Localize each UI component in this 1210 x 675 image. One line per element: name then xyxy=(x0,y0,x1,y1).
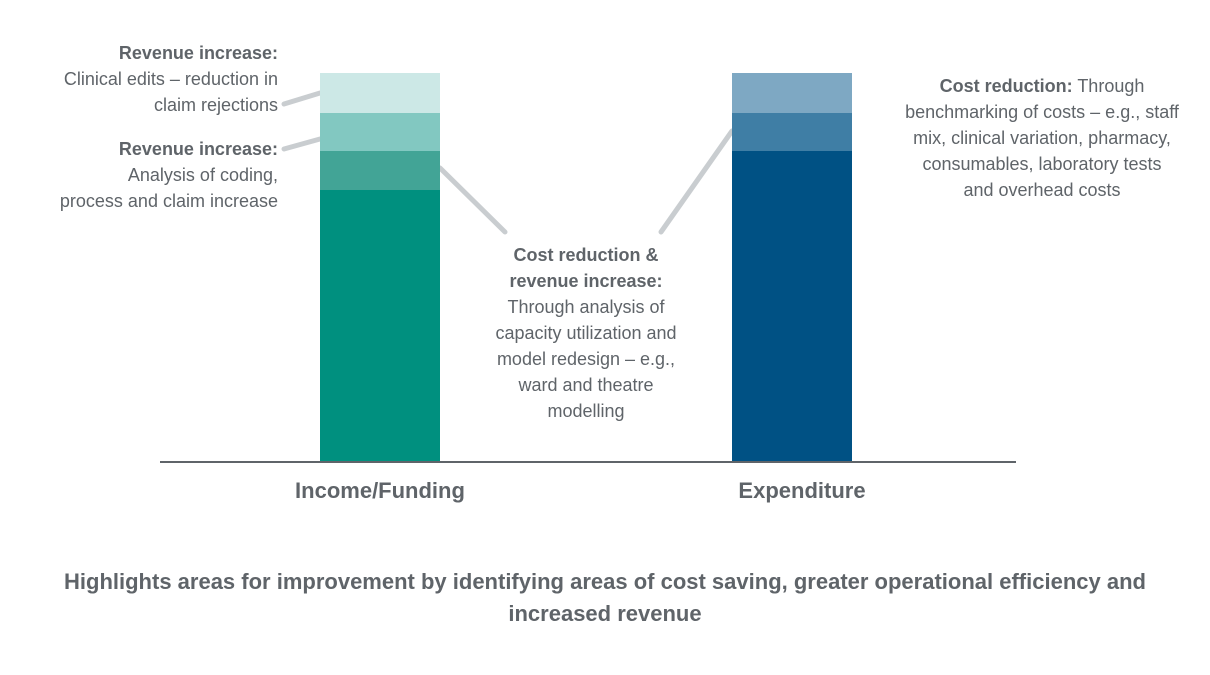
bar-income-funding xyxy=(320,73,440,461)
bar-segment xyxy=(732,73,852,113)
callout-line: benchmarking of costs – e.g., staff xyxy=(905,102,1179,122)
callout-line: capacity utilization and xyxy=(495,323,677,343)
callout-line: process and claim increase xyxy=(59,191,278,211)
callout-line: mix, clinical variation, pharmacy, xyxy=(913,128,1171,148)
callout-line: Analysis of coding, xyxy=(127,165,278,185)
callout-line: claim rejections xyxy=(153,95,278,115)
callout-heading: Revenue increase: xyxy=(118,43,278,63)
callout-revenue-coding: Revenue increase: Analysis of coding, pr… xyxy=(0,136,278,214)
connector-revenue-top xyxy=(281,90,323,107)
callout-first-line: Cost reduction: Through xyxy=(864,73,1210,99)
callout-line: modelling xyxy=(547,401,625,421)
bar-segment xyxy=(320,73,440,113)
callout-revenue-clinical-edits: Revenue increase: Clinical edits – reduc… xyxy=(0,40,278,118)
chart-baseline xyxy=(160,461,1016,463)
bar-segment xyxy=(320,113,440,151)
callout-line: Through xyxy=(1072,76,1145,96)
callout-line: consumables, laboratory tests xyxy=(922,154,1162,174)
axis-label-income-funding: Income/Funding xyxy=(295,478,465,503)
connector-center-right xyxy=(658,128,735,235)
callout-heading: Cost reduction: xyxy=(939,76,1073,96)
callout-line: Through analysis of xyxy=(507,297,665,317)
connector-center-left xyxy=(437,165,508,235)
callout-heading: Revenue increase: xyxy=(118,139,278,159)
callout-line: ward and theatre xyxy=(518,375,654,395)
callout-line: and overhead costs xyxy=(963,180,1121,200)
axis-label-expenditure: Expenditure xyxy=(738,478,866,503)
connector-revenue-mid xyxy=(281,136,323,152)
callout-cost-benchmarking: Cost reduction: Through benchmarking of … xyxy=(864,73,1210,203)
callout-heading: revenue increase: xyxy=(509,271,663,291)
callout-heading: Cost reduction & xyxy=(513,245,659,265)
bar-segment xyxy=(320,151,440,190)
diagram-caption: Highlights areas for improvement by iden… xyxy=(64,569,1146,626)
bar-segment xyxy=(732,151,852,461)
bar-segment xyxy=(320,190,440,461)
bar-expenditure xyxy=(732,73,852,461)
callout-capacity-utilization: Cost reduction & revenue increase: Throu… xyxy=(455,242,717,424)
callout-line: Clinical edits – reduction in xyxy=(63,69,278,89)
bar-segment xyxy=(732,113,852,151)
callout-line: model redesign – e.g., xyxy=(496,349,676,369)
